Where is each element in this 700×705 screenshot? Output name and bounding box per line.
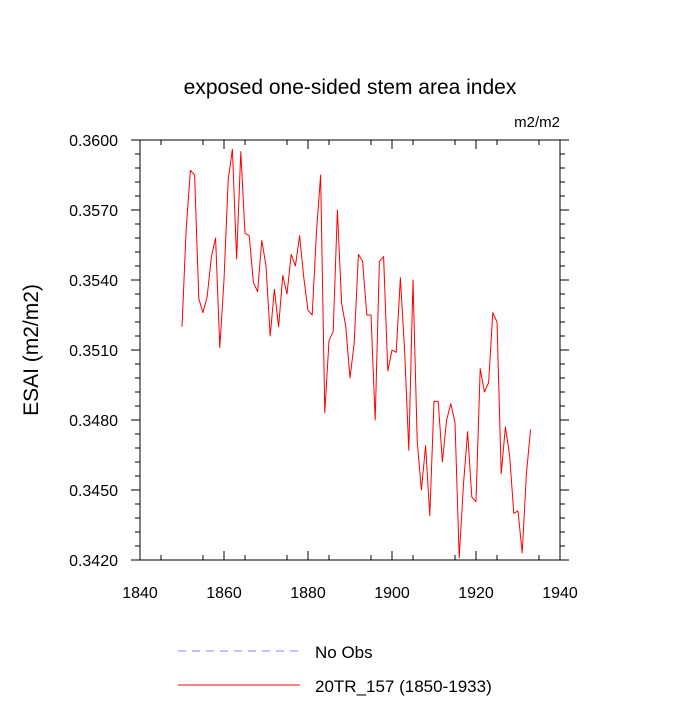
legend: No Obs 20TR_157 (1850-1933) bbox=[178, 643, 492, 696]
x-tick-label: 1880 bbox=[290, 585, 326, 602]
x-tick-label: 1940 bbox=[542, 585, 578, 602]
axis-ticks: 1840 1860 1880 1900 1920 1940 0.3420 0.3450 0.34… bbox=[69, 133, 578, 602]
y-tick-label: 0.3600 bbox=[69, 133, 118, 150]
y-tick-label: 0.3480 bbox=[69, 413, 118, 430]
y-tick-label: 0.3540 bbox=[69, 273, 118, 290]
series-line-20tr-157 bbox=[181, 148, 532, 559]
plot-frame bbox=[139, 139, 561, 561]
y-tick-label: 0.3450 bbox=[69, 483, 118, 500]
units-label: m2/m2 bbox=[514, 114, 560, 131]
x-tick-label: 1920 bbox=[458, 585, 494, 602]
y-tick-label: 0.3510 bbox=[69, 343, 118, 360]
legend-label-no-obs: No Obs bbox=[315, 643, 373, 662]
y-axis-label: ESAI (m2/m2) bbox=[20, 284, 43, 416]
legend-label-20tr-157: 20TR_157 (1850-1933) bbox=[315, 677, 492, 696]
x-tick-label: 1840 bbox=[122, 585, 158, 602]
y-tick-label: 0.3570 bbox=[69, 203, 118, 220]
x-tick-label: 1900 bbox=[374, 585, 410, 602]
series-layer bbox=[181, 148, 532, 559]
y-tick-label: 0.3420 bbox=[69, 553, 118, 570]
x-tick-label: 1860 bbox=[206, 585, 242, 602]
chart-title: exposed one-sided stem area index bbox=[184, 76, 517, 99]
